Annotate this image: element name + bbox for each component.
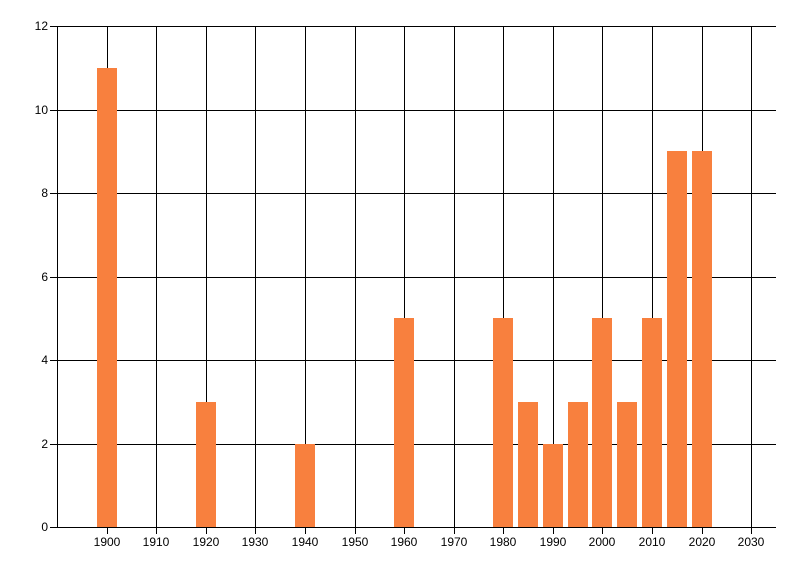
gridline-vertical [206, 26, 207, 527]
y-axis-line [57, 26, 58, 528]
bar-2000 [592, 318, 612, 527]
y-axis-tick-label: 8 [41, 186, 48, 200]
bar-1920 [196, 402, 216, 527]
x-axis-tick-label: 1980 [489, 535, 517, 549]
gridline-horizontal [57, 360, 776, 361]
y-axis-tick [50, 26, 57, 27]
x-axis-tick-label: 2000 [588, 535, 616, 549]
x-axis-tick [652, 527, 653, 534]
y-axis-tick [50, 527, 57, 528]
x-axis-tick [206, 527, 207, 534]
y-axis-tick-label: 6 [41, 270, 48, 284]
gridline-vertical [503, 26, 504, 527]
x-axis-tick-label: 1950 [341, 535, 369, 549]
x-axis-tick-label: 1990 [539, 535, 567, 549]
gridline-vertical [156, 26, 157, 527]
bar-1900 [97, 68, 117, 527]
x-axis-tick-label: 1940 [291, 535, 319, 549]
bar-2015 [667, 151, 687, 527]
x-axis-tick [107, 527, 108, 534]
y-axis-tick [50, 360, 57, 361]
x-axis-tick [702, 527, 703, 534]
x-axis-tick [454, 527, 455, 534]
bar-1990 [543, 444, 563, 528]
x-axis-tick-label: 2030 [737, 535, 765, 549]
x-axis-tick [503, 527, 504, 534]
bar-2020 [692, 151, 712, 527]
x-axis-tick [404, 527, 405, 534]
gridline-vertical [602, 26, 603, 527]
gridline-vertical [652, 26, 653, 527]
gridline-vertical [305, 26, 306, 527]
x-axis-tick [255, 527, 256, 534]
y-axis-tick-label: 12 [34, 19, 48, 33]
y-axis-tick-label: 10 [34, 103, 48, 117]
gridline-horizontal [57, 277, 776, 278]
gridline-vertical [553, 26, 554, 527]
bar-1940 [295, 444, 315, 528]
x-axis-tick [553, 527, 554, 534]
gridline-vertical [751, 26, 752, 527]
gridline-vertical [454, 26, 455, 527]
y-axis-tick-label: 4 [41, 353, 48, 367]
y-axis-tick [50, 277, 57, 278]
y-axis-tick-label: 2 [41, 437, 48, 451]
y-axis-tick-label: 0 [41, 520, 48, 534]
x-axis-tick-label: 1900 [93, 535, 121, 549]
x-axis-tick [156, 527, 157, 534]
bar-1985 [518, 402, 538, 527]
x-axis-tick-label: 1910 [142, 535, 170, 549]
gridline-vertical [355, 26, 356, 527]
gridline-vertical [255, 26, 256, 527]
x-axis-tick [751, 527, 752, 534]
bar-2005 [617, 402, 637, 527]
bar-2010 [642, 318, 662, 527]
gridline-horizontal [57, 110, 776, 111]
x-axis-tick [305, 527, 306, 534]
gridline-horizontal [57, 26, 776, 27]
x-axis-tick [602, 527, 603, 534]
x-axis-tick-label: 1960 [390, 535, 418, 549]
y-axis-tick [50, 193, 57, 194]
gridline-vertical [404, 26, 405, 527]
bar-1980 [493, 318, 513, 527]
y-axis-tick [50, 110, 57, 111]
x-axis-tick-label: 1920 [192, 535, 220, 549]
y-axis-tick [50, 444, 57, 445]
bar-1995 [568, 402, 588, 527]
gridline-horizontal [57, 193, 776, 194]
x-axis-tick-label: 1930 [241, 535, 269, 549]
x-axis-line [57, 527, 776, 528]
x-axis-tick-label: 2020 [688, 535, 716, 549]
gridline-horizontal [57, 444, 776, 445]
x-axis-tick [355, 527, 356, 534]
bar-1960 [394, 318, 414, 527]
x-axis-tick-label: 2010 [638, 535, 666, 549]
x-axis-tick-label: 1970 [440, 535, 468, 549]
